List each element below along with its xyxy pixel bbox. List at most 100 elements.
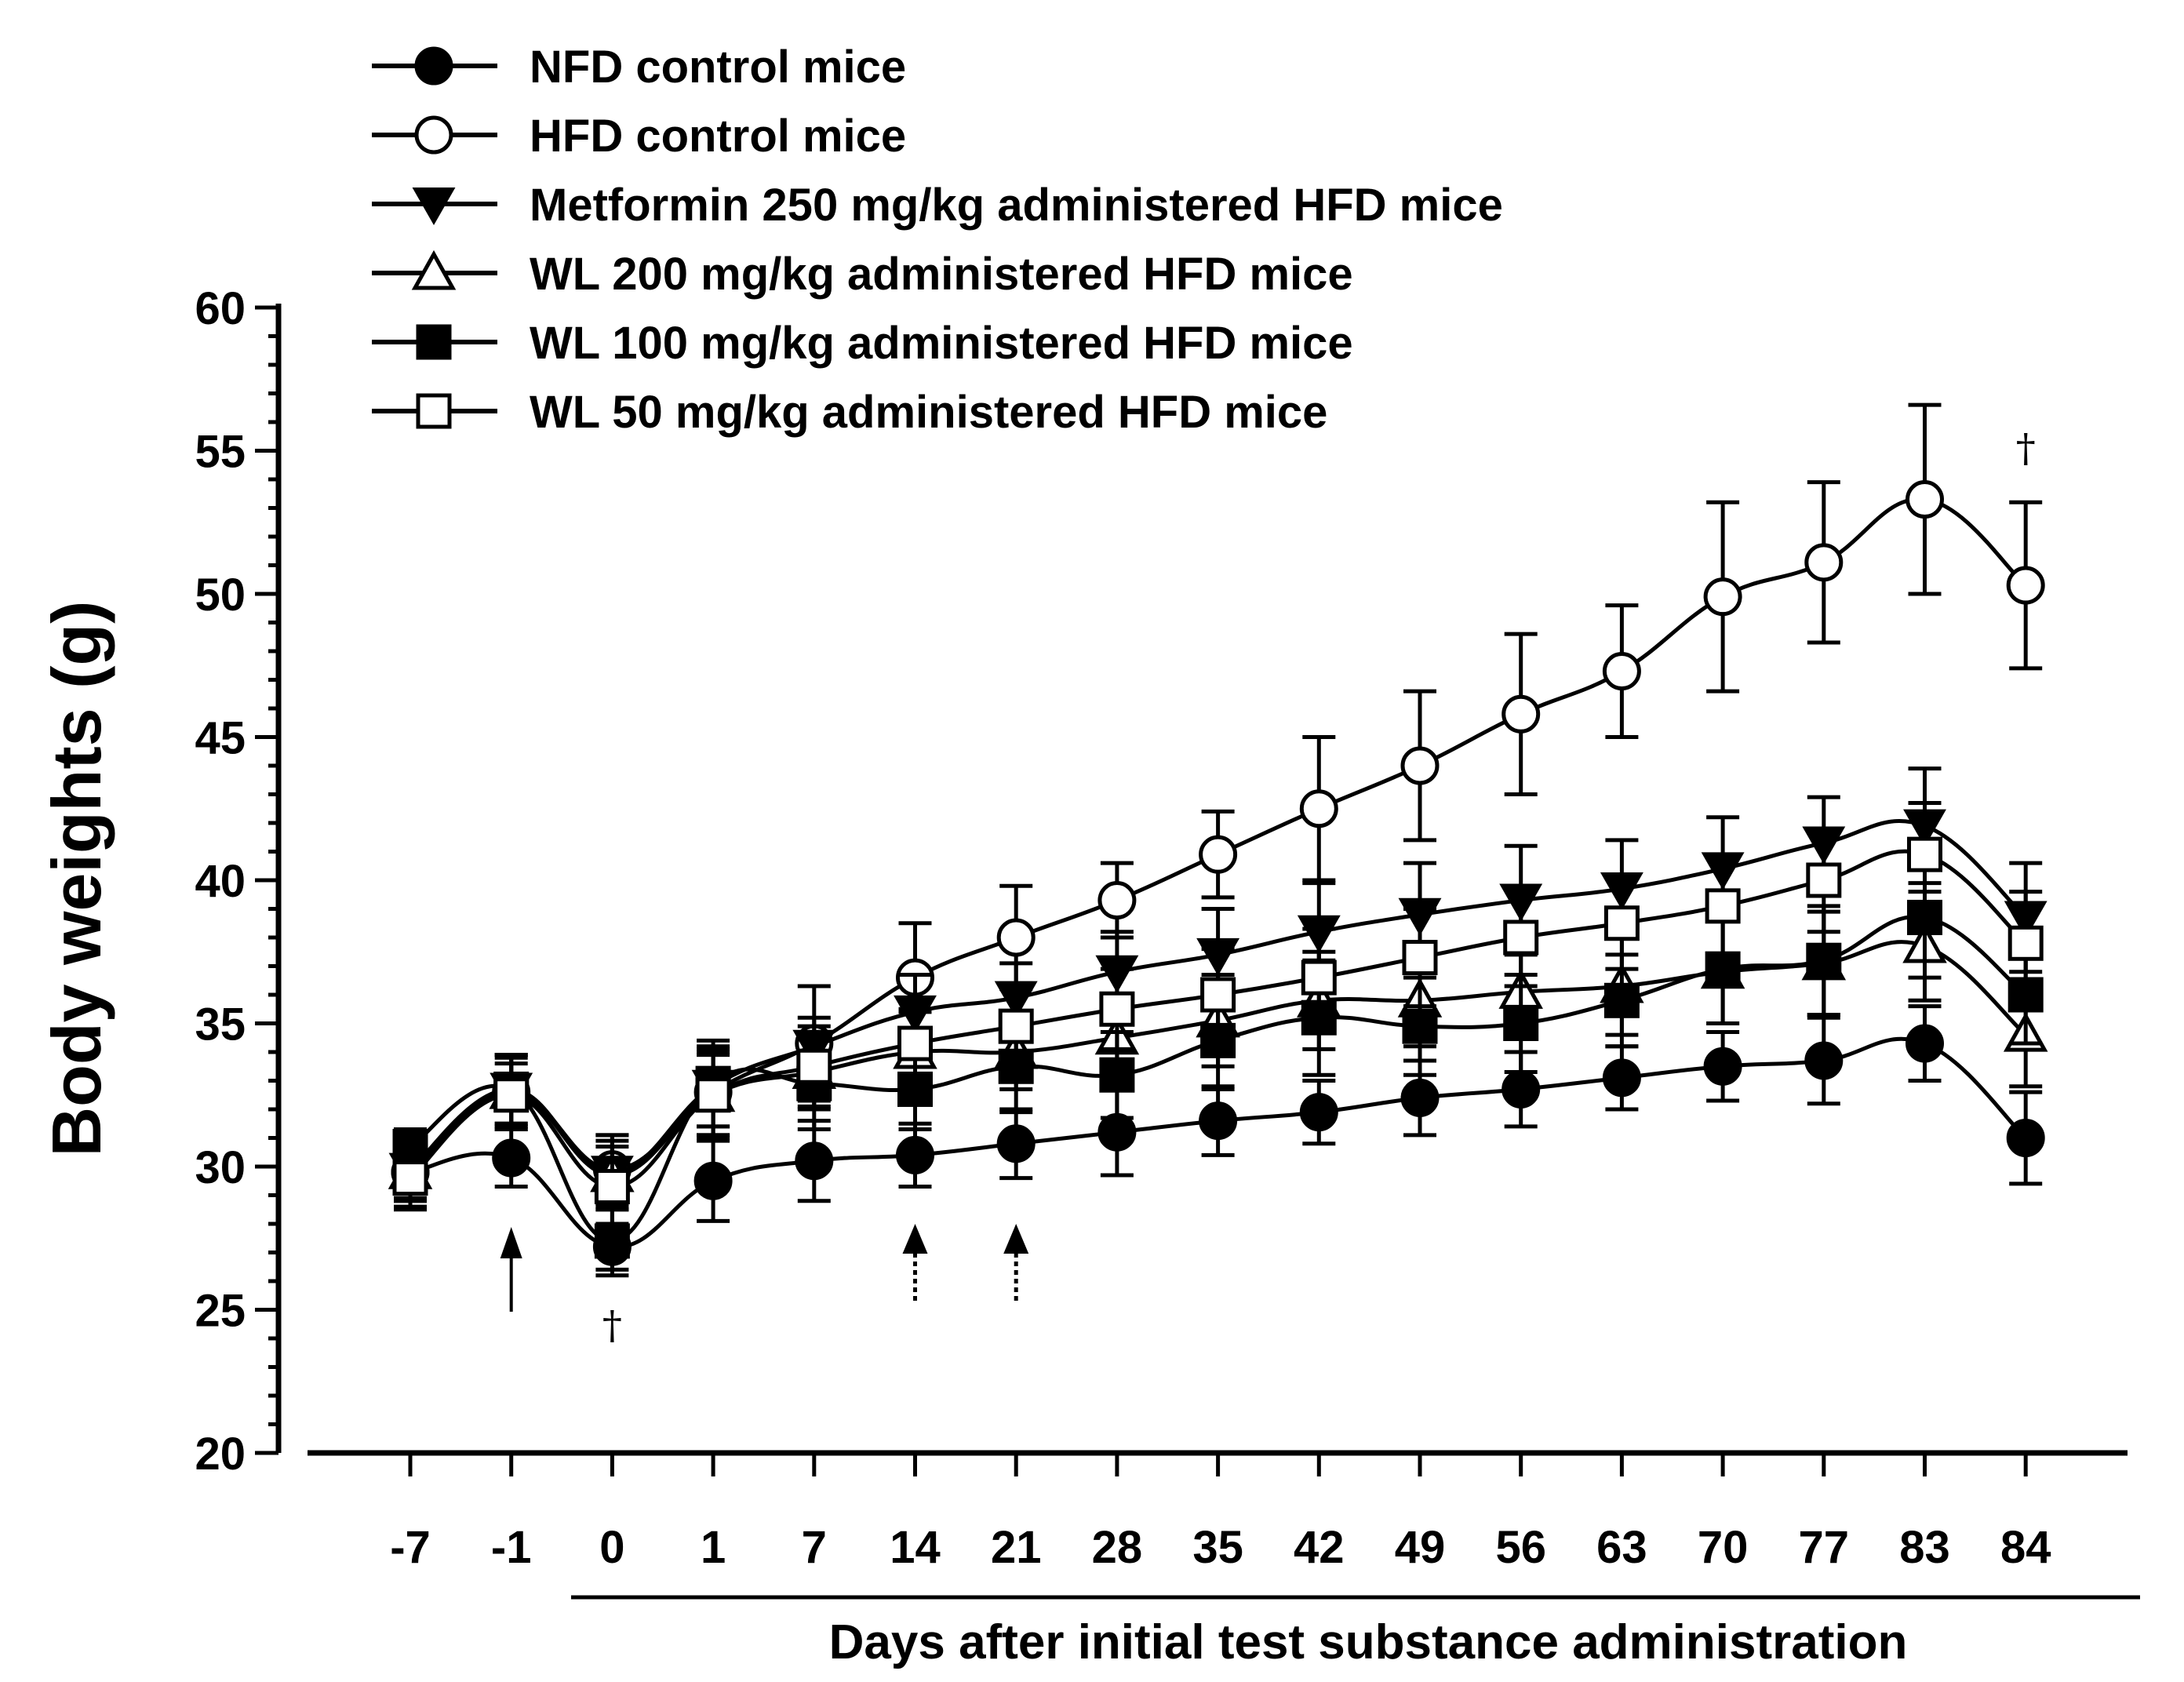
x-ticks: -7 -1 0 1 7 14 21 28 35 42 49 56 63 70 77 83 84 <box>390 1453 2051 1573</box>
data-point <box>1097 881 1137 920</box>
data-point <box>1603 982 1640 1018</box>
data-point <box>1099 991 1135 1027</box>
legend-marker <box>414 115 453 155</box>
arrow-head <box>902 1224 928 1254</box>
y-tick-label: 60 <box>195 283 246 334</box>
data-point <box>1400 1078 1440 1117</box>
data-point <box>1200 977 1236 1013</box>
data-series <box>388 402 2048 1278</box>
data-point <box>896 1135 934 1174</box>
x-tick-label: 70 <box>1698 1522 1749 1573</box>
data-point <box>1804 543 1844 582</box>
x-tick-label: 83 <box>1899 1522 1950 1573</box>
x-tick-label: 35 <box>1192 1522 1243 1573</box>
legend-label: HFD control mice <box>530 111 906 162</box>
x-tick-label: 63 <box>1596 1522 1647 1573</box>
data-point <box>796 1048 832 1084</box>
arrow-head <box>1003 1224 1029 1254</box>
data-point <box>693 1161 733 1200</box>
data-point <box>1806 862 1842 898</box>
data-point <box>1602 652 1641 691</box>
data-point <box>1301 959 1337 996</box>
legend-marker <box>416 393 452 429</box>
data-point <box>1703 577 1742 617</box>
legend-label: WL 200 mg/kg administered HFD mice <box>530 249 1353 300</box>
data-point <box>1906 480 1944 519</box>
y-tick-label: 20 <box>195 1429 246 1480</box>
data-point <box>1907 836 1942 872</box>
legend-marker <box>412 187 456 226</box>
data-point <box>795 1141 834 1181</box>
data-point <box>1906 1024 1944 1063</box>
data-point <box>1503 919 1539 956</box>
legend-label: NFD control mice <box>530 42 906 93</box>
x-tick-label: -7 <box>390 1522 431 1573</box>
legend-entry: WL 100 mg/kg administered HFD mice <box>372 318 1353 369</box>
data-point <box>1603 905 1640 941</box>
y-tick-label: 50 <box>195 570 246 621</box>
data-point <box>1703 1047 1742 1086</box>
legend-entry: WL 50 mg/kg administered HFD mice <box>372 387 1327 438</box>
data-point <box>594 1169 630 1205</box>
x-tick-label: 0 <box>599 1522 624 1573</box>
legend-label: WL 50 mg/kg administered HFD mice <box>530 387 1327 438</box>
legend-marker <box>411 249 457 290</box>
data-point <box>1705 951 1741 987</box>
data-point <box>1099 1057 1135 1093</box>
x-tick-label: 7 <box>802 1522 827 1573</box>
data-point <box>695 1077 731 1113</box>
data-point <box>1199 835 1238 874</box>
data-point <box>1804 1041 1844 1080</box>
legend-entry: WL 200 mg/kg administered HFD mice <box>372 249 1353 300</box>
annotation-dagger: † <box>2016 425 2036 471</box>
series-6 <box>392 800 2044 1229</box>
data-point <box>1299 1093 1338 1132</box>
legend: NFD control mice HFD control mice Metformi… <box>372 42 1503 438</box>
data-point <box>1806 942 1842 978</box>
data-point <box>897 1025 933 1061</box>
x-tick-label: 56 <box>1495 1522 1546 1573</box>
x-tick-label: 21 <box>991 1522 1042 1573</box>
y-tick-label: 45 <box>195 713 246 764</box>
data-point <box>2006 566 2045 605</box>
y-ticks: 20 25 30 35 40 45 50 55 60 <box>195 283 278 1480</box>
legend-entry: NFD control mice <box>372 42 906 93</box>
x-tick-label: 42 <box>1294 1522 1345 1573</box>
data-point <box>1502 1069 1541 1109</box>
x-tick-label: 14 <box>890 1522 941 1573</box>
x-axis-label: Days after initial test substance admini… <box>829 1615 1908 1669</box>
data-point <box>594 1223 630 1259</box>
x-tick-label: -1 <box>491 1522 532 1573</box>
legend-label: WL 100 mg/kg administered HFD mice <box>530 318 1353 369</box>
y-tick-label: 35 <box>195 999 246 1050</box>
x-tick-label: 28 <box>1092 1522 1143 1573</box>
legend-marker <box>414 46 453 86</box>
y-tick-label: 40 <box>195 856 246 907</box>
data-point <box>1199 1101 1238 1141</box>
data-point <box>1097 1112 1137 1152</box>
legend-entry: Metformin 250 mg/kg administered HFD mic… <box>372 180 1503 231</box>
legend-label: Metformin 250 mg/kg administered HFD mic… <box>530 180 1503 231</box>
data-point <box>1400 746 1440 785</box>
x-tick-label: 84 <box>2000 1522 2051 1573</box>
y-tick-label: 30 <box>195 1142 246 1193</box>
data-point <box>2007 925 2044 961</box>
x-tick-label: 49 <box>1395 1522 1446 1573</box>
x-tick-label: 1 <box>701 1522 726 1573</box>
series-line <box>409 914 2027 1243</box>
data-point <box>493 1077 530 1113</box>
data-point <box>1602 1058 1641 1098</box>
y-tick-label: 55 <box>195 427 246 478</box>
data-point <box>996 918 1036 957</box>
legend-entry: HFD control mice <box>372 111 906 162</box>
x-tick-label: 77 <box>1799 1522 1850 1573</box>
data-point <box>492 1138 531 1178</box>
data-point <box>1402 1008 1438 1044</box>
data-point <box>1299 789 1338 828</box>
annotation-dagger: † <box>602 1302 622 1348</box>
legend-marker <box>416 324 452 360</box>
data-point <box>392 1160 428 1196</box>
data-point <box>1503 1006 1539 1041</box>
y-axis-label: Body weights (g) <box>38 601 115 1157</box>
